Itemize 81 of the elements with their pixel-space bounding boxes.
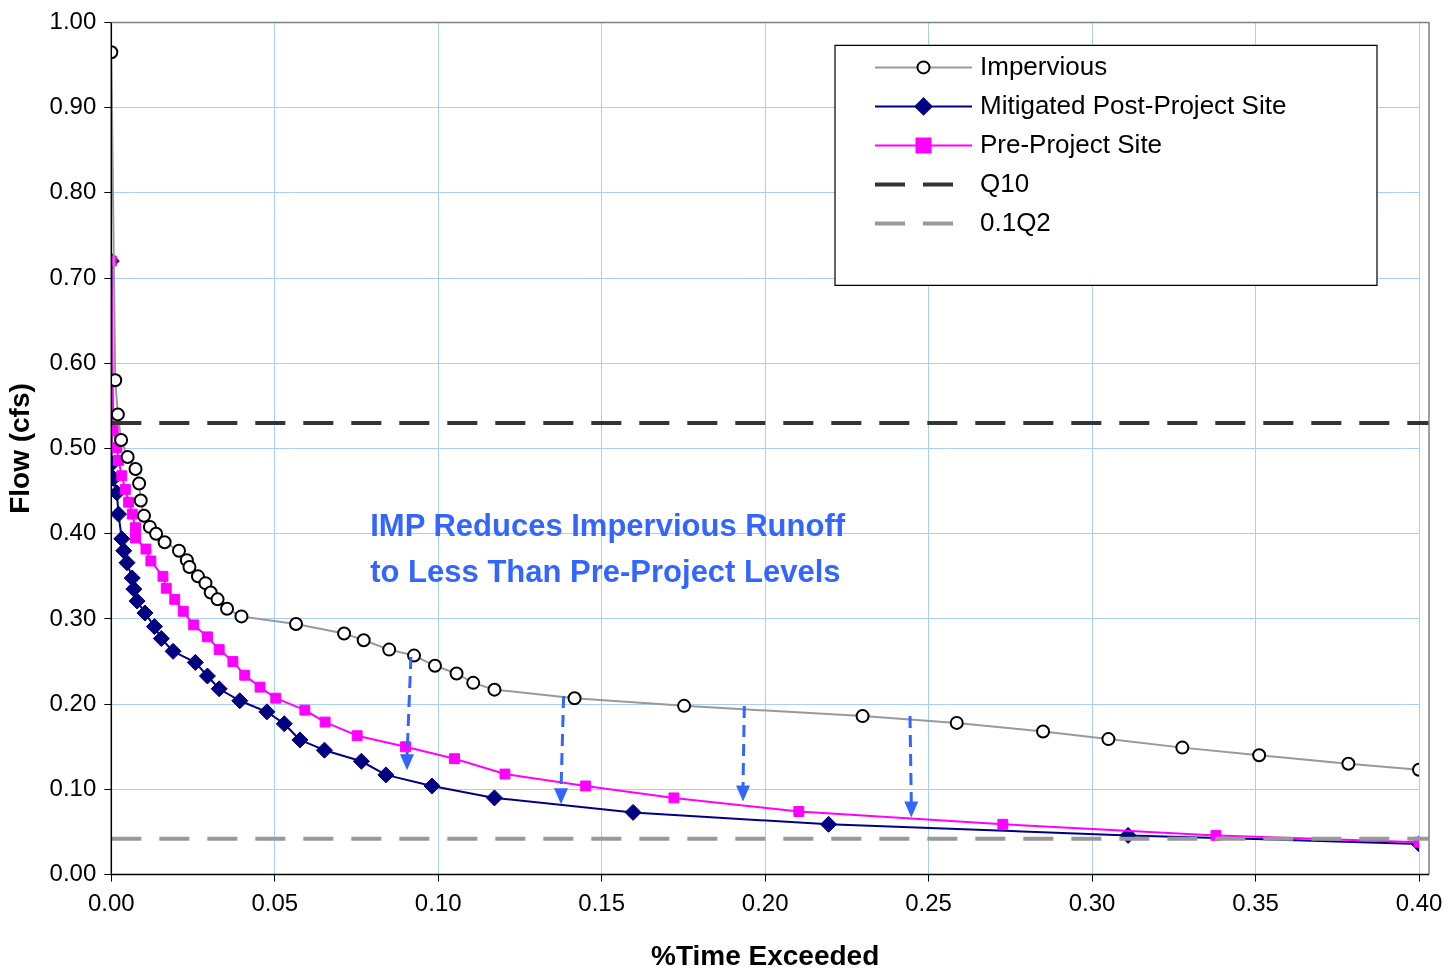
point xyxy=(177,605,189,617)
point xyxy=(258,703,276,721)
x-tick-label: 0.20 xyxy=(741,888,789,916)
point xyxy=(113,530,131,548)
y-tick-label: 1.00 xyxy=(49,7,97,35)
x-tick-label: 0.35 xyxy=(1232,888,1279,916)
point xyxy=(152,630,170,648)
y-tick-label: 0.10 xyxy=(49,774,97,802)
legend-label: Mitigated Post-Project Site xyxy=(980,89,1287,120)
point xyxy=(160,582,172,594)
point xyxy=(169,593,181,605)
point xyxy=(400,741,411,753)
x-axis-title: %Time Exceeded xyxy=(651,939,880,971)
y-tick-label: 0.70 xyxy=(49,262,97,290)
point xyxy=(254,681,266,693)
legend-label: Pre-Project Site xyxy=(980,128,1163,159)
legend-label: 0.1Q2 xyxy=(980,206,1051,237)
point xyxy=(198,667,216,685)
legend-label: Q10 xyxy=(980,167,1030,198)
x-tick-label: 0.05 xyxy=(251,888,299,916)
point xyxy=(157,570,169,582)
y-tick-label: 0.90 xyxy=(49,92,97,120)
y-tick-label: 0.00 xyxy=(49,859,97,887)
x-tick-label: 0.40 xyxy=(1395,888,1443,916)
point xyxy=(111,505,127,523)
point xyxy=(299,704,311,716)
point xyxy=(820,815,838,833)
point xyxy=(351,730,363,742)
point xyxy=(319,716,331,728)
point xyxy=(315,741,333,759)
point xyxy=(423,777,441,795)
point xyxy=(116,470,128,482)
point xyxy=(231,692,249,710)
point xyxy=(145,555,157,567)
point xyxy=(352,752,370,770)
point xyxy=(624,803,642,821)
point xyxy=(164,642,182,660)
y-tick-label: 0.80 xyxy=(49,177,97,205)
x-tick-label: 0.30 xyxy=(1068,888,1116,916)
point xyxy=(239,669,251,681)
point xyxy=(227,656,239,667)
y-tick-label: 0.40 xyxy=(49,518,97,546)
point xyxy=(210,680,228,698)
y-tick-label: 0.50 xyxy=(49,433,97,461)
point xyxy=(449,753,461,765)
point xyxy=(118,554,136,572)
y-tick-label: 0.30 xyxy=(49,603,97,631)
x-tick-label: 0.25 xyxy=(905,888,952,916)
point xyxy=(130,532,141,544)
y-axis-title: Flow (cfs) xyxy=(3,383,35,514)
point xyxy=(270,692,282,704)
legend-label: Impervious xyxy=(980,50,1108,81)
x-tick-label: 0.15 xyxy=(578,888,626,916)
point xyxy=(140,543,152,555)
point xyxy=(115,542,133,560)
point xyxy=(201,631,213,643)
y-tick-label: 0.60 xyxy=(49,347,97,375)
point xyxy=(136,604,154,622)
point xyxy=(130,522,141,534)
point xyxy=(126,508,138,520)
point xyxy=(580,780,592,792)
point xyxy=(128,592,146,610)
annotation: IMP Reduces Impervious Runoff to Less Than Pre-Project Levels xyxy=(370,508,846,590)
point xyxy=(499,768,511,780)
x-tick-label: 0.10 xyxy=(414,888,462,916)
point xyxy=(668,792,680,804)
point xyxy=(119,483,131,495)
point xyxy=(213,644,225,656)
point xyxy=(188,619,200,631)
point xyxy=(145,618,163,636)
point xyxy=(377,766,395,784)
point xyxy=(485,789,503,807)
point xyxy=(997,818,1009,830)
x-tick-label: 0.00 xyxy=(87,888,135,916)
y-tick-label: 0.20 xyxy=(49,688,97,716)
point xyxy=(291,731,309,749)
point xyxy=(125,580,143,598)
point xyxy=(123,496,135,508)
point xyxy=(275,715,293,733)
point xyxy=(186,653,204,671)
point xyxy=(793,806,805,817)
